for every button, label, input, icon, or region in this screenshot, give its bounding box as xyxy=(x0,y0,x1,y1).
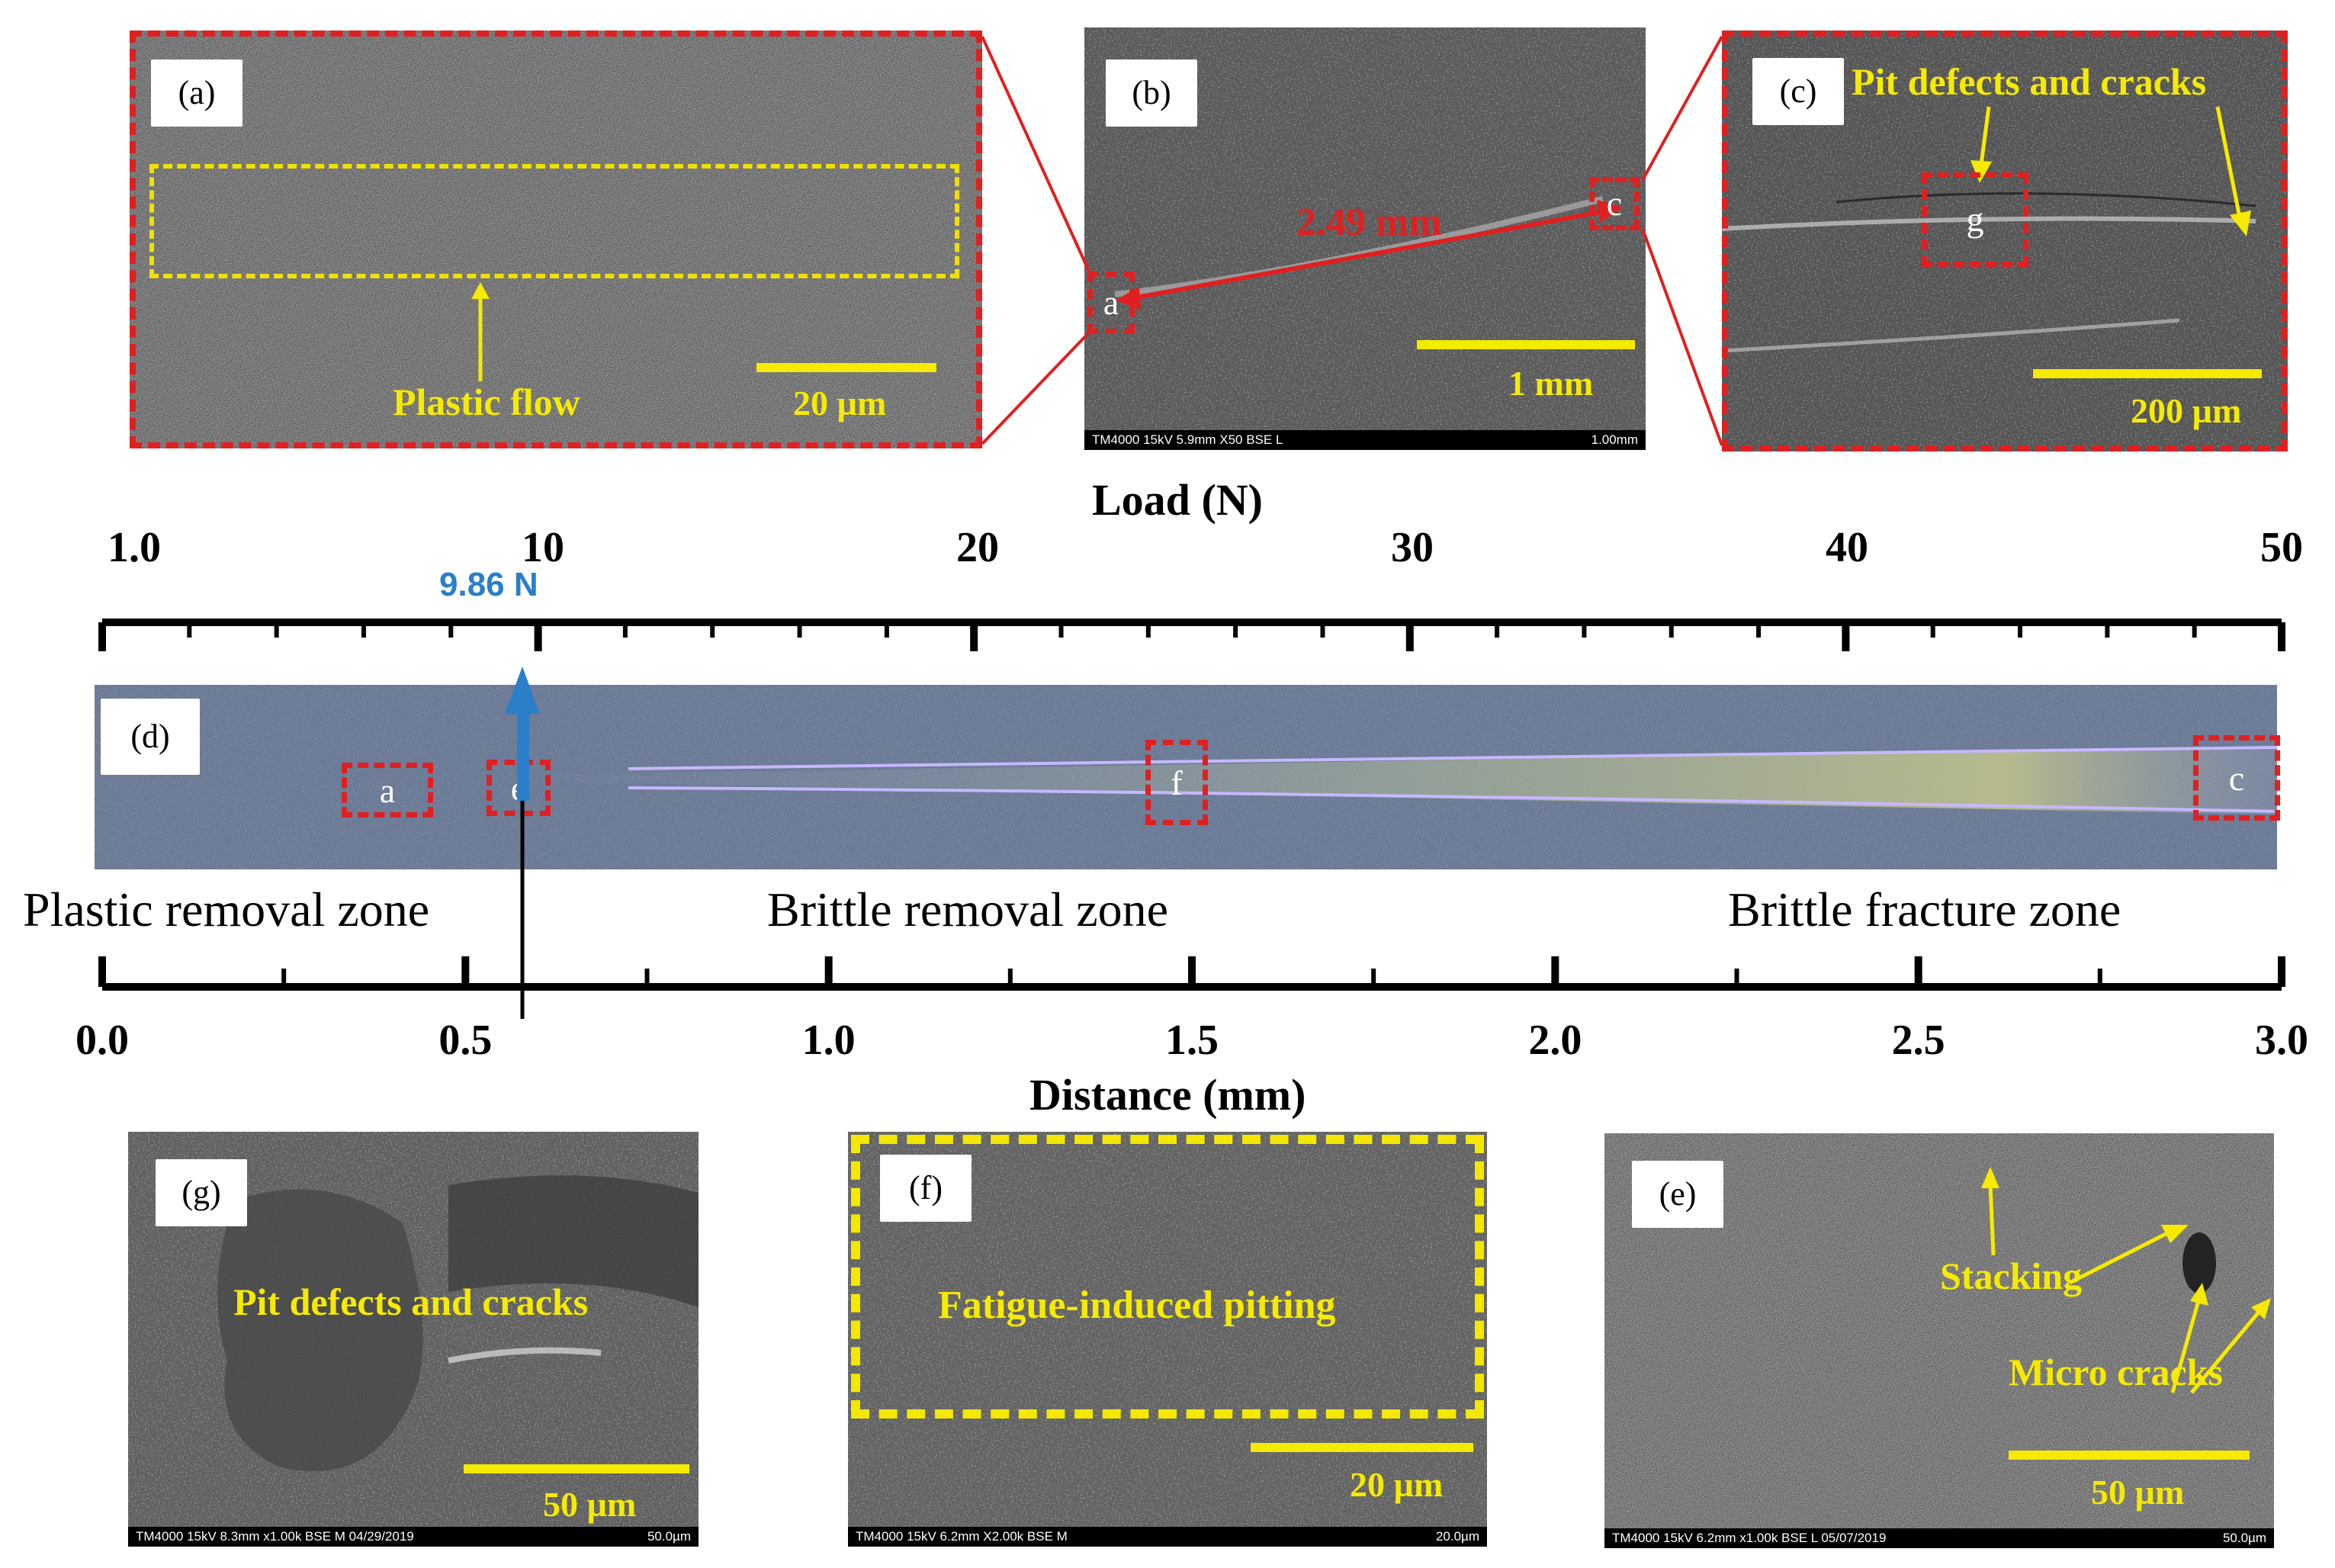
panel-c-marker-g: g xyxy=(1922,172,2028,267)
panel-g-scale-bar xyxy=(464,1464,689,1473)
panel-b-tag: (b) xyxy=(1106,59,1197,127)
panel-b-marker-a: a xyxy=(1087,272,1135,334)
panel-g-footer-info: TM4000 15kV 8.3mm x1.00k BSE M 04/29/201… xyxy=(136,1529,414,1544)
panel-c-scale-bar xyxy=(2033,369,2262,378)
track-groove xyxy=(476,746,2277,815)
panel-a-tag: (a) xyxy=(151,59,242,127)
distance-tick-label: 1.5 xyxy=(1165,1017,1219,1064)
zoom-connectors xyxy=(981,36,1723,446)
panel-e-footer-scale: 50.0µm xyxy=(2222,1531,2266,1545)
plastic-flow-label: Plastic flow xyxy=(393,381,580,423)
micro-cracks-label: Micro cracks xyxy=(2009,1351,2223,1393)
pit-defects-label-g: Pit defects and cracks xyxy=(233,1280,589,1323)
panel-g-footer: TM4000 15kV 8.3mm x1.00k BSE M 04/29/201… xyxy=(128,1527,699,1547)
pit-arrows-c xyxy=(1970,106,2251,236)
panel-e-scale-label: 50 µm xyxy=(2091,1473,2185,1512)
panel-f-scale-bar xyxy=(1251,1443,1473,1452)
distance-tick-label: 3.0 xyxy=(2255,1017,2308,1064)
panel-e-image: (e) Stacking Micro cracks 50 µm TM4000 1… xyxy=(1604,1133,2274,1548)
stacking-label: Stacking xyxy=(1940,1255,2083,1297)
panel-b-footer: TM4000 15kV 5.9mm X50 BSE L 1.00mm xyxy=(1084,430,1646,450)
scratch-track-c xyxy=(1722,192,2256,353)
panel-e-scale-bar xyxy=(2009,1451,2250,1460)
track-marker-c: c xyxy=(2193,735,2280,821)
panel-b-footer-scale: 1.00mm xyxy=(1591,432,1638,447)
micro-crack-feature xyxy=(2182,1232,2216,1293)
panel-f-footer-scale: 20.0µm xyxy=(1435,1529,1479,1544)
zone-brittle-fracture: Brittle fracture zone xyxy=(1728,882,2121,937)
distance-tick-label: 1.0 xyxy=(801,1017,856,1064)
panel-b-image: (b) 2.49 mm a c 1 mm TM4000 15kV 5.9mm X… xyxy=(1084,27,1646,450)
track-marker-f: f xyxy=(1145,740,1208,825)
load-tick-label: 50 xyxy=(2260,524,2303,571)
panel-f-scale-label: 20 µm xyxy=(1350,1465,1444,1504)
pit-defect-blob xyxy=(217,1175,699,1472)
plastic-flow-arrow xyxy=(471,282,490,381)
load-tick-label: 20 xyxy=(956,524,999,571)
track-marker-a: a xyxy=(342,763,433,818)
panel-b-scale-label: 1 mm xyxy=(1508,364,1594,403)
distance-tick-label: 0.5 xyxy=(438,1017,493,1064)
panel-g-image: (g) Pit defects and cracks 50 µm TM4000 … xyxy=(128,1132,699,1547)
panel-a-scale-bar xyxy=(756,363,936,372)
zone-plastic-removal: Plastic removal zone xyxy=(23,882,430,937)
panel-a-frame xyxy=(130,31,982,448)
panel-e-footer-info: TM4000 15kV 6.2mm x1.00k BSE L 05/07/201… xyxy=(1612,1531,1887,1545)
load-tick-label: 1.0 xyxy=(108,524,161,571)
panel-a-image: (a) Plastic flow 20 µm xyxy=(130,31,982,448)
distance-tick-label: 2.5 xyxy=(1891,1017,1945,1064)
panel-f-tag: (f) xyxy=(880,1155,972,1222)
panel-f-image: (f) Fatigue-induced pitting 20 µm TM4000… xyxy=(848,1132,1487,1547)
panel-b-footer-info: TM4000 15kV 5.9mm X50 BSE L xyxy=(1092,432,1283,447)
panel-g-scale-label: 50 µm xyxy=(543,1485,637,1524)
panel-f-footer-info: TM4000 15kV 6.2mm X2.00k BSE M xyxy=(856,1529,1068,1544)
load-tick-label: 40 xyxy=(1826,524,1868,571)
distance-tick-label: 2.0 xyxy=(1528,1017,1582,1064)
panel-e-tag: (e) xyxy=(1632,1161,1723,1228)
panel-c-tag: (c) xyxy=(1752,58,1844,125)
scratch-length-label: 2.49 mm xyxy=(1296,201,1442,244)
distance-axis-line xyxy=(98,956,2285,991)
distance-axis-title: Distance (mm) xyxy=(1029,1070,1306,1120)
panel-d-track xyxy=(95,685,2277,869)
plastic-flow-region xyxy=(149,164,959,278)
pit-defects-label-c: Pit defects and cracks xyxy=(1852,60,2207,103)
fatigue-pitting-label: Fatigue-induced pitting xyxy=(938,1284,1336,1327)
panel-d-tag: (d) xyxy=(101,699,200,775)
panel-a-scale-label: 20 µm xyxy=(793,384,887,423)
critical-load-arrow xyxy=(505,667,540,1019)
panel-e-footer: TM4000 15kV 6.2mm x1.00k BSE L 05/07/201… xyxy=(1604,1528,2274,1548)
load-tick-label: 30 xyxy=(1391,524,1434,571)
load-tick-label: 10 xyxy=(522,524,564,571)
panel-c-frame xyxy=(1722,31,2288,451)
distance-tick-label: 0.0 xyxy=(75,1017,129,1064)
panel-f-footer: TM4000 15kV 6.2mm X2.00k BSE M 20.0µm xyxy=(848,1527,1487,1547)
panel-c-scale-label: 200 µm xyxy=(2131,391,2242,430)
fatigue-pitting-region xyxy=(851,1135,1484,1419)
load-axis-title: Load (N) xyxy=(1092,475,1263,525)
panel-e-arrows xyxy=(1981,1167,2271,1394)
panel-c-image: (c) Pit defects and cracks g 200 µm xyxy=(1722,31,2288,451)
panel-g-tag: (g) xyxy=(156,1159,247,1226)
load-axis-line xyxy=(98,619,2285,651)
panel-g-footer-scale: 50.0µm xyxy=(647,1529,691,1544)
panel-b-scale-bar xyxy=(1417,340,1635,349)
zone-brittle-removal: Brittle removal zone xyxy=(767,882,1169,937)
panel-b-marker-c: c xyxy=(1589,177,1640,230)
critical-load-label: 9.86 N xyxy=(439,566,538,603)
